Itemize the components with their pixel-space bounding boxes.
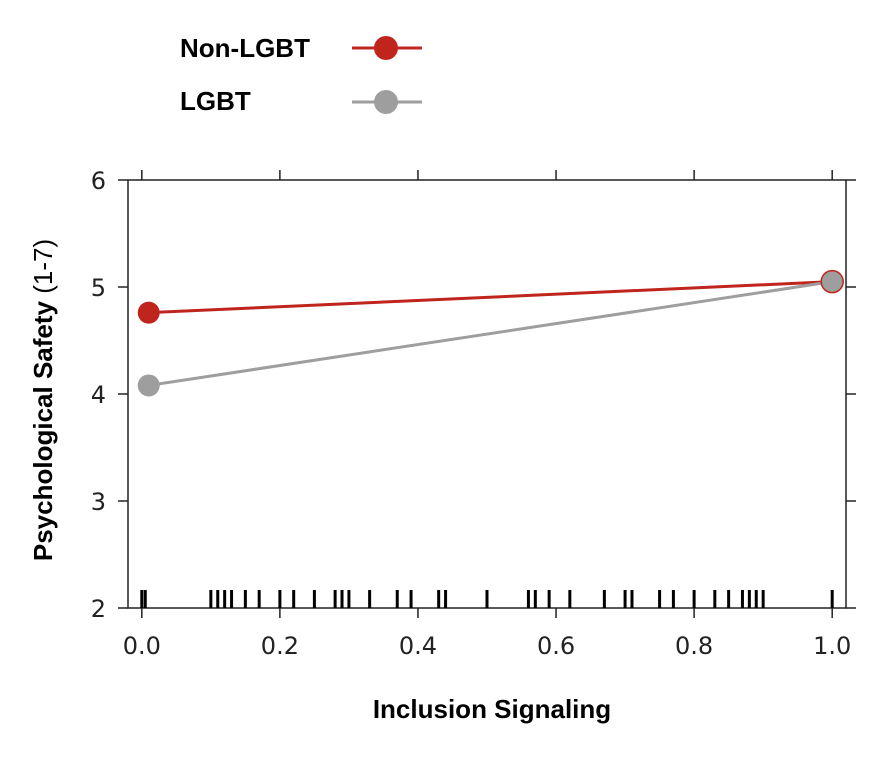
rug-plot — [140, 590, 834, 608]
data-point-lgbt — [137, 374, 160, 397]
y-tick-label: 4 — [91, 381, 106, 409]
y-tick-label: 2 — [91, 595, 106, 623]
legend: Non-LGBT LGBT — [180, 33, 422, 116]
legend-item-lgbt: LGBT — [180, 86, 422, 116]
y-axis-title-unit: (1-7) — [28, 239, 58, 294]
series-line-non-lgbt — [148, 280, 833, 315]
legend-item-non-lgbt: Non-LGBT — [180, 33, 422, 63]
series-group — [137, 269, 844, 397]
y-axis-title-text: Psychological Safety — [28, 300, 58, 561]
legend-marker-lgbt — [374, 90, 398, 114]
legend-label-lgbt: LGBT — [180, 86, 251, 116]
y-tick-label: 5 — [91, 274, 106, 302]
x-tick-label: 0.4 — [399, 632, 437, 660]
y-axis: 2 3 4 5 6 — [91, 167, 856, 623]
y-tick-label: 3 — [91, 488, 106, 516]
data-point-lgbt — [820, 269, 844, 294]
y-axis-title: Psychological Safety (1-7) — [28, 239, 58, 561]
x-tick-label: 0.6 — [537, 632, 575, 660]
x-tick-label: 0.2 — [261, 632, 299, 660]
legend-marker-non-lgbt — [374, 36, 398, 60]
data-point-non-lgbt — [137, 301, 160, 324]
x-axis: 0.0 0.2 0.4 0.6 0.8 1.0 — [123, 170, 851, 660]
y-tick-label: 6 — [91, 167, 106, 195]
x-tick-label: 0.8 — [675, 632, 713, 660]
plot-frame — [127, 179, 847, 609]
legend-label-non-lgbt: Non-LGBT — [180, 33, 310, 63]
x-axis-title: Inclusion Signaling — [373, 694, 611, 724]
x-tick-label: 1.0 — [813, 632, 851, 660]
series-line-lgbt — [148, 280, 833, 387]
x-tick-label: 0.0 — [123, 632, 161, 660]
